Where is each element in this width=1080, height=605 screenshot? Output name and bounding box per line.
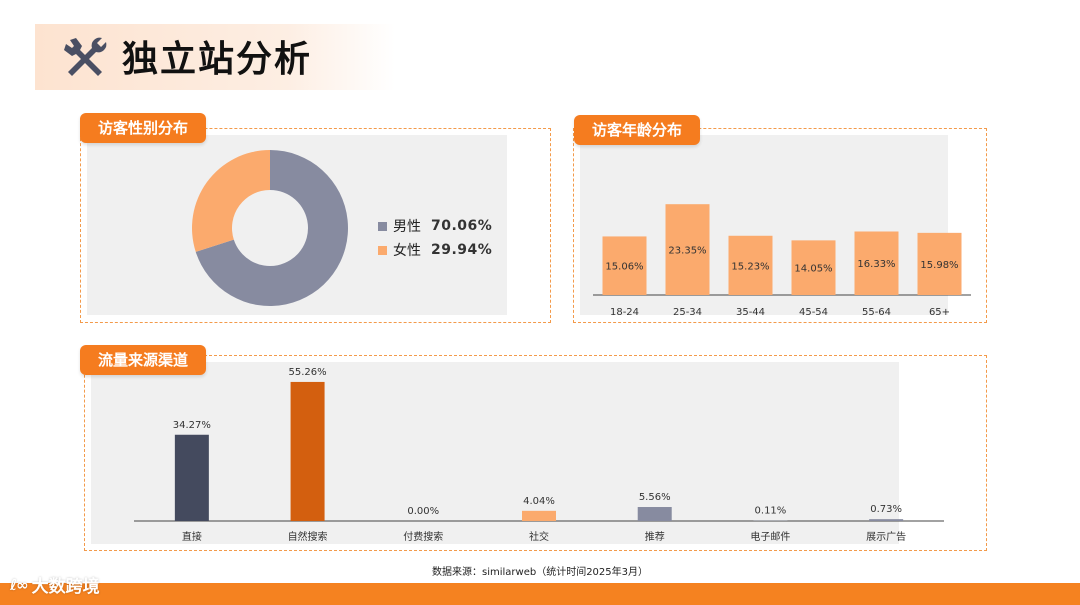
bar-0 [174, 434, 209, 521]
data-label-4: 16.33% [857, 259, 895, 270]
bar-4 [854, 231, 899, 295]
data-label-0: 34.27% [173, 420, 211, 431]
legend-label-female: 女性 [393, 243, 421, 259]
data-label-4: 5.56% [639, 492, 671, 503]
donut-slice-1 [191, 150, 270, 252]
traffic-panel [84, 355, 987, 551]
tools-icon [64, 37, 107, 76]
brand-watermark: ℓ∞ 大数跨境 [10, 572, 100, 598]
category-label-6: 展示广告 [866, 530, 906, 543]
legend-item-male: 男性 70.06% [378, 214, 492, 238]
gender-panel-title: 访客性别分布 [80, 113, 207, 143]
header-band [35, 24, 395, 90]
traffic-panel-title: 流量来源渠道 [80, 345, 207, 375]
gender-donut-chart [191, 150, 348, 306]
data-label-0: 15.06% [605, 262, 643, 273]
data-label-3: 14.05% [794, 264, 832, 275]
category-label-3: 社交 [529, 530, 549, 543]
category-label-1: 自然搜索 [288, 530, 328, 543]
category-label-2: 35-44 [736, 307, 765, 318]
donut-slice-0 [195, 150, 348, 306]
category-label-4: 55-64 [862, 307, 891, 318]
category-label-0: 直接 [182, 530, 202, 543]
age-bar-chart: 15.06% 18-24 23.35% 25-34 15.23% 35-44 14.05% 4… [593, 204, 971, 318]
bar-3 [522, 510, 556, 521]
category-label-1: 25-34 [673, 307, 702, 318]
gender-legend: 男性 70.06% 女性 29.94% [378, 214, 492, 262]
legend-item-female: 女性 29.94% [378, 238, 492, 262]
data-label-1: 55.26% [289, 367, 327, 378]
brand-name: 大数跨境 [31, 577, 100, 597]
category-label-2: 付费搜索 [403, 530, 443, 543]
category-label-4: 推荐 [645, 530, 665, 543]
data-label-5: 0.11% [755, 506, 787, 517]
legend-swatch-female [378, 245, 387, 255]
bar-1 [290, 381, 325, 521]
legend-value-female: 29.94% [431, 242, 493, 258]
bar-3 [791, 240, 836, 295]
bar-0 [602, 236, 647, 295]
data-source-note: 数据来源：similarweb（统计时间2025年3月） [431, 567, 648, 578]
category-label-5: 65+ [929, 307, 950, 318]
footer-bar [0, 583, 1080, 605]
traffic-bar-chart: 34.27% 直接 55.26% 自然搜索 0.00% 付费搜索 4.04% 社交 5.56% 推… [134, 367, 944, 543]
bar-5 [917, 232, 962, 295]
category-label-5: 电子邮件 [750, 530, 790, 543]
data-label-2: 15.23% [731, 261, 769, 272]
bar-2 [728, 235, 773, 295]
data-label-6: 0.73% [870, 504, 902, 515]
brand-logo: ℓ∞ [10, 575, 29, 594]
data-label-3: 4.04% [523, 496, 555, 507]
legend-label-male: 男性 [393, 219, 421, 235]
data-label-2: 0.00% [407, 506, 439, 517]
bar-1 [665, 204, 710, 295]
legend-value-male: 70.06% [431, 218, 493, 234]
bar-6 [869, 519, 904, 521]
bar-4 [637, 507, 672, 521]
page-title: 独立站分析 [122, 39, 313, 80]
age-panel-title: 访客年龄分布 [574, 115, 701, 145]
data-label-1: 23.35% [668, 246, 706, 257]
data-label-5: 15.98% [920, 260, 958, 271]
legend-swatch-male [378, 221, 387, 231]
category-label-0: 18-24 [610, 307, 639, 318]
category-label-3: 45-54 [799, 307, 828, 318]
